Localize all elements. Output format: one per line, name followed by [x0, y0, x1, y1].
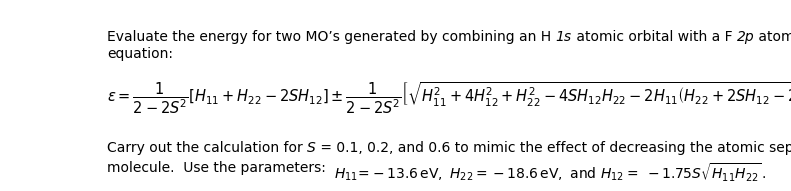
- Text: 2p: 2p: [736, 30, 754, 44]
- Text: Carry out the calculation for: Carry out the calculation for: [107, 141, 307, 155]
- Text: = 0.1, 0.2, and 0.6 to mimic the effect of decreasing the atomic separation in t: = 0.1, 0.2, and 0.6 to mimic the effect …: [316, 141, 791, 155]
- Text: $\varepsilon = \dfrac{1}{2-2S^2}\left[H_{11}+H_{22}-2SH_{12}\right]\pm\dfrac{1}{: $\varepsilon = \dfrac{1}{2-2S^2}\left[H_…: [107, 80, 791, 116]
- Text: atomic orbital.  Use the: atomic orbital. Use the: [754, 30, 791, 44]
- Text: molecule.  Use the parameters:: molecule. Use the parameters:: [107, 161, 335, 175]
- Text: atomic orbital with a F: atomic orbital with a F: [572, 30, 736, 44]
- Text: Evaluate the energy for two MO’s generated by combining an H: Evaluate the energy for two MO’s generat…: [107, 30, 555, 44]
- Text: S: S: [307, 141, 316, 155]
- Text: 1s: 1s: [555, 30, 572, 44]
- Text: equation:: equation:: [107, 47, 173, 61]
- Text: $H_{11}\!=\!-13.6\,\mathrm{eV},\ H_{22} = -18.6\,\mathrm{eV},\ \mathrm{and}\ H_{: $H_{11}\!=\!-13.6\,\mathrm{eV},\ H_{22} …: [335, 161, 767, 184]
